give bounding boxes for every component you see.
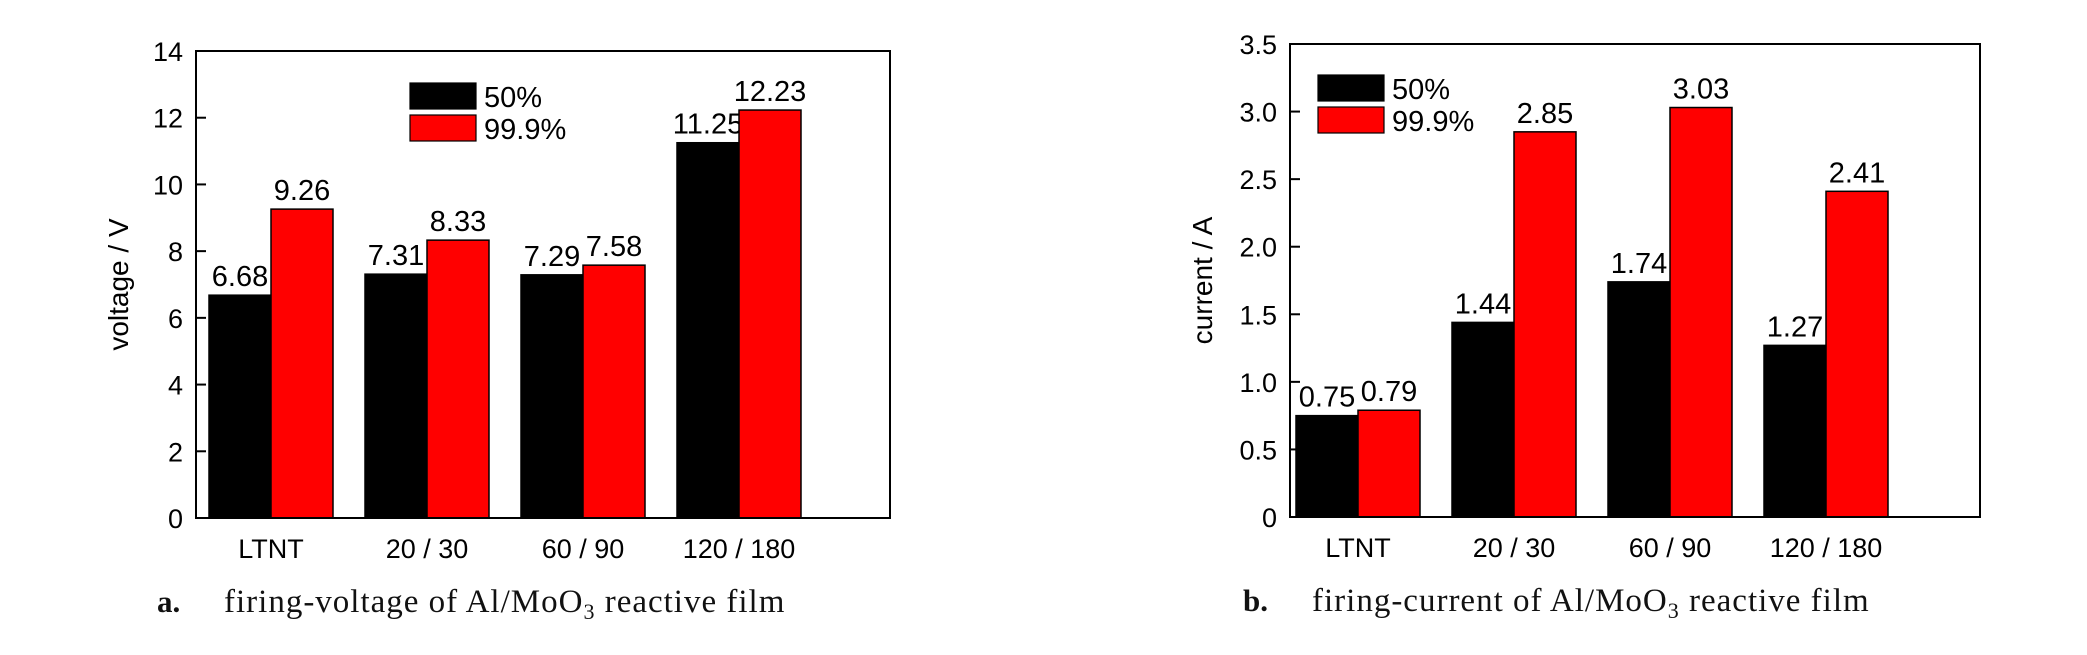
legend: 50%99.9%: [1317, 74, 1474, 138]
data-label: 9.26: [274, 175, 330, 207]
y-tick-label: 10: [153, 170, 183, 200]
data-label: 6.68: [212, 261, 268, 293]
data-label: 11.25: [673, 109, 743, 141]
bar-series-a: [676, 141, 740, 519]
y-axis-label: voltage / V: [103, 218, 134, 351]
legend-label: 50%: [484, 82, 542, 114]
legend-swatch: [409, 82, 477, 110]
data-label: 2.41: [1829, 157, 1885, 189]
bar-series-b: [738, 109, 802, 519]
data-label: 7.31: [368, 240, 424, 272]
bar-series-a: [1295, 414, 1359, 518]
x-tick-label: 60 / 90: [542, 534, 625, 564]
chart-panel-b: 0 0.5 1.0 1.5 2.0 2.5 3.0 3.5 0.75 0.79 LTNT 1.44 2.…: [1187, 30, 1981, 623]
legend-label: 50%: [1392, 74, 1450, 106]
legend-label: 99.9%: [484, 114, 566, 146]
x-tick-label: 20 / 30: [1473, 533, 1556, 563]
panel-letter: b.: [1243, 583, 1268, 618]
y-tick-label: 4: [168, 371, 183, 401]
plot-frame: [195, 50, 891, 519]
bar-series-a: [1607, 281, 1671, 518]
legend-swatch: [1317, 106, 1385, 134]
bar-series-b: [582, 264, 646, 519]
y-tick-label: 3.0: [1239, 98, 1277, 128]
bar-series-a: [520, 274, 584, 519]
y-tick-label: 2: [168, 437, 183, 467]
x-tick-label: 60 / 90: [1629, 533, 1712, 563]
y-tick-label: 14: [153, 37, 183, 67]
bar-series-b: [1513, 131, 1577, 518]
chart-panel-a: 0 2 4 6 8 10 12 14 6.68 9.26 LTNT 7.318.33 20 / 30 7.…: [103, 37, 891, 624]
bar-series-b: [1825, 190, 1889, 518]
y-tick-label: 2.5: [1239, 165, 1277, 195]
y-tick-label: 1.5: [1239, 300, 1277, 330]
data-label: 7.29: [524, 241, 580, 273]
bar-series-b: [426, 239, 490, 519]
y-tick-label: 12: [153, 104, 183, 134]
bar-series-a: [1763, 344, 1827, 518]
panel-caption: firing-current of Al/MoO3 reactive film: [1312, 583, 1870, 623]
data-label: 8.33: [430, 206, 486, 238]
bar-series-b: [1669, 106, 1733, 518]
x-tick-label: 120 / 180: [683, 534, 796, 564]
y-tick-label: 0: [1262, 503, 1277, 533]
y-tick-label: 8: [168, 237, 183, 267]
bar-series-b: [270, 208, 334, 519]
data-label: 3.03: [1673, 74, 1729, 106]
y-tick-label: 6: [168, 304, 183, 334]
y-tick-label: 0: [168, 504, 183, 534]
panel-letter: a.: [157, 584, 180, 619]
plot-frame: [1289, 43, 1981, 518]
y-tick-label: 1.0: [1239, 368, 1277, 398]
bar-series-a: [1451, 321, 1515, 518]
x-tick-label: 20 / 30: [386, 534, 469, 564]
data-label: 2.85: [1517, 98, 1573, 130]
data-label: 1.74: [1611, 248, 1667, 280]
data-label: 12.23: [734, 76, 807, 108]
x-tick-label: LTNT: [1325, 533, 1391, 563]
data-label: 7.58: [586, 231, 642, 263]
x-tick-label: 120 / 180: [1770, 533, 1883, 563]
x-tick-label: LTNT: [238, 534, 304, 564]
legend-label: 99.9%: [1392, 106, 1474, 138]
legend-swatch: [1317, 74, 1385, 102]
data-label: 1.27: [1767, 311, 1823, 343]
legend: 50%99.9%: [409, 82, 566, 146]
data-label: 0.75: [1299, 382, 1355, 414]
legend-swatch: [409, 114, 477, 142]
bar-series-a: [208, 294, 272, 519]
y-tick-label: 0.5: [1239, 435, 1277, 465]
y-tick-label: 3.5: [1239, 30, 1277, 60]
bar-series-b: [1357, 409, 1421, 518]
bar-series-a: [364, 273, 428, 519]
y-tick-label: 2.0: [1239, 233, 1277, 263]
data-label: 0.79: [1361, 376, 1417, 408]
data-label: 1.44: [1455, 288, 1511, 320]
y-axis-label: current / A: [1187, 216, 1218, 344]
panel-caption: firing-voltage of Al/MoO3 reactive film: [224, 584, 785, 624]
